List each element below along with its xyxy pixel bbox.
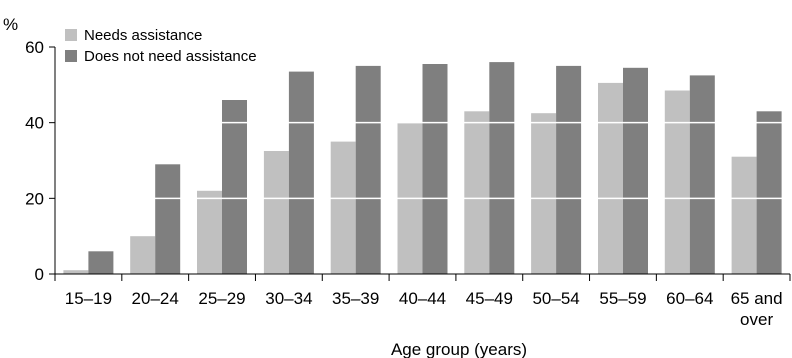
bar-does-not-need-assistance-1 bbox=[155, 164, 181, 274]
bar-needs-assistance-10 bbox=[731, 156, 757, 274]
legend-label-1: Does not need assistance bbox=[84, 48, 257, 65]
bar-does-not-need-assistance-5 bbox=[422, 64, 448, 274]
x-tick-label: 45–49 bbox=[466, 289, 513, 308]
bar-does-not-need-assistance-4 bbox=[355, 65, 381, 275]
bar-does-not-need-assistance-9 bbox=[689, 75, 715, 275]
x-tick-label: 15–19 bbox=[65, 289, 112, 308]
bar-does-not-need-assistance-2 bbox=[222, 100, 247, 274]
legend-label-0: Needs assistance bbox=[84, 27, 202, 44]
y-tick-label: 0 bbox=[35, 265, 44, 284]
x-tick-label: 55–59 bbox=[599, 289, 646, 308]
x-tick-label: 25–29 bbox=[198, 289, 245, 308]
x-tick-label: 20–24 bbox=[132, 289, 179, 308]
bar-does-not-need-assistance-7 bbox=[556, 65, 582, 275]
bar-does-not-need-assistance-10 bbox=[756, 111, 782, 274]
x-tick-label: 50–54 bbox=[532, 289, 579, 308]
bar-needs-assistance-3 bbox=[263, 151, 289, 274]
x-tick-label: 60–64 bbox=[666, 289, 713, 308]
bar-does-not-need-assistance-6 bbox=[489, 62, 515, 274]
bar-does-not-need-assistance-8 bbox=[623, 67, 648, 274]
legend: Needs assistance Does not need assistance bbox=[65, 27, 257, 65]
x-tick-label: 30–34 bbox=[265, 289, 312, 308]
bar-needs-assistance-4 bbox=[330, 141, 356, 274]
y-tick-label: 60 bbox=[25, 38, 44, 57]
bars bbox=[63, 62, 782, 275]
overlay-gridlines bbox=[55, 46, 790, 200]
bar-does-not-need-assistance-0 bbox=[88, 251, 114, 274]
bar-needs-assistance-9 bbox=[664, 90, 690, 274]
bar-needs-assistance-0 bbox=[63, 270, 89, 274]
bar-needs-assistance-6 bbox=[464, 111, 490, 274]
bar-needs-assistance-1 bbox=[130, 236, 156, 274]
x-tick-label: 65 and bbox=[731, 289, 783, 308]
legend-swatch-0 bbox=[65, 29, 77, 41]
x-tick-label: over bbox=[740, 310, 773, 329]
bar-needs-assistance-8 bbox=[598, 82, 623, 275]
bar-needs-assistance-7 bbox=[531, 113, 557, 274]
x-axis-label: Age group (years) bbox=[391, 340, 527, 358]
bar-does-not-need-assistance-3 bbox=[288, 71, 314, 274]
x-tick-label: 40–44 bbox=[399, 289, 446, 308]
y-tick-label: 20 bbox=[25, 189, 44, 208]
y-tick-label: 40 bbox=[25, 114, 44, 133]
axes bbox=[49, 46, 791, 281]
y-axis-label: % bbox=[3, 15, 18, 34]
legend-swatch-1 bbox=[65, 50, 77, 62]
tick-labels: 0 20 40 60 15–19 20–24 25–29 30–34 35–39 40–44 45–… bbox=[25, 38, 783, 329]
x-tick-label: 35–39 bbox=[332, 289, 379, 308]
bar-needs-assistance-2 bbox=[197, 190, 222, 274]
